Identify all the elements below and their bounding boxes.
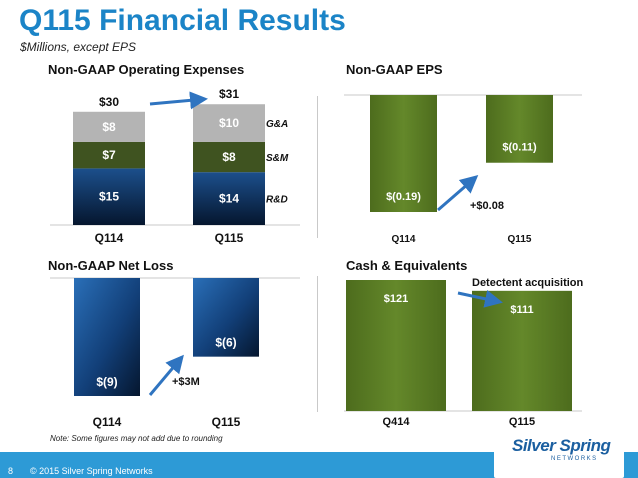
- opex-value-label: $8: [222, 150, 236, 164]
- eps-trend-arrow: [437, 175, 479, 212]
- eps-category-label: Q115: [508, 234, 532, 245]
- eps-change-annotation: +$0.08: [470, 200, 504, 212]
- cash-trend-arrow: [457, 290, 503, 308]
- opex-chart-title: Non-GAAP Operating Expenses: [48, 62, 245, 77]
- opex-total-label: $30: [99, 95, 119, 109]
- rounding-note: Note: Some figures may not add due to ro…: [50, 434, 223, 443]
- page-number: 8: [8, 466, 14, 476]
- cash-category-label: Q414: [383, 416, 411, 428]
- logo: [494, 428, 624, 478]
- opex-total-label: $31: [219, 87, 239, 101]
- eps-chart-title: Non-GAAP EPS: [346, 62, 443, 77]
- eps-bar-q114: [370, 95, 437, 212]
- logo-text: Silver Spring: [512, 436, 611, 455]
- eps-value-label: $(0.11): [502, 142, 537, 154]
- copyright: © 2015 Silver Spring Networks: [30, 466, 153, 476]
- cash-annotation: Detectent acquisition: [472, 277, 584, 289]
- netloss-bar-q114: [74, 278, 140, 396]
- opex-bar-sm-q114: [73, 141, 145, 169]
- opex-trend-arrow: [149, 91, 208, 110]
- cash-value-label: $121: [384, 293, 408, 305]
- opex-value-label: $7: [102, 148, 116, 162]
- netloss-chart-title: Non-GAAP Net Loss: [48, 258, 174, 273]
- divider-top: [317, 96, 318, 238]
- opex-bar-rd-q115: [193, 172, 265, 225]
- netloss-category-label: Q115: [212, 415, 241, 429]
- opex-legend-sm: S&M: [266, 153, 289, 164]
- opex-value-label: $14: [219, 192, 239, 206]
- eps-category-label: Q114: [392, 234, 416, 245]
- opex-value-label: $10: [219, 116, 239, 130]
- opex-bar-sm-q115: [193, 141, 265, 173]
- cash-category-label: Q115: [509, 416, 535, 428]
- cash-chart-title: Cash & Equivalents: [346, 258, 468, 273]
- cash-bar-q414: [346, 280, 446, 411]
- opex-value-label: $8: [102, 120, 116, 134]
- cash-bar-q115: [472, 290, 572, 411]
- netloss-trend-arrow: [148, 354, 184, 396]
- opex-bar-ga-q115: [193, 104, 265, 142]
- netloss-value-label: $(9): [96, 375, 117, 389]
- opex-category-label: Q115: [215, 231, 244, 245]
- netloss-value-label: $(6): [215, 336, 236, 350]
- netloss-change-annotation: +$3M: [172, 376, 200, 388]
- opex-bar-rd-q114: [73, 168, 145, 225]
- logo-subtext: NETWORKS: [551, 456, 598, 462]
- cash-value-label: $111: [510, 304, 533, 316]
- eps-bar-q115: [486, 95, 553, 163]
- page-subtitle: $Millions, except EPS: [20, 40, 137, 54]
- opex-value-label: $15: [99, 190, 119, 204]
- opex-legend-ga: G&A: [266, 119, 288, 130]
- opex-category-label: Q114: [95, 231, 124, 245]
- netloss-category-label: Q114: [93, 415, 122, 429]
- eps-value-label: $(0.19): [386, 191, 421, 203]
- page-title: Q115 Financial Results: [19, 4, 346, 37]
- opex-bar-ga-q114: [73, 111, 145, 142]
- divider-bottom: [317, 276, 318, 412]
- netloss-bar-q115: [193, 278, 259, 357]
- opex-legend-rd: R&D: [266, 195, 288, 206]
